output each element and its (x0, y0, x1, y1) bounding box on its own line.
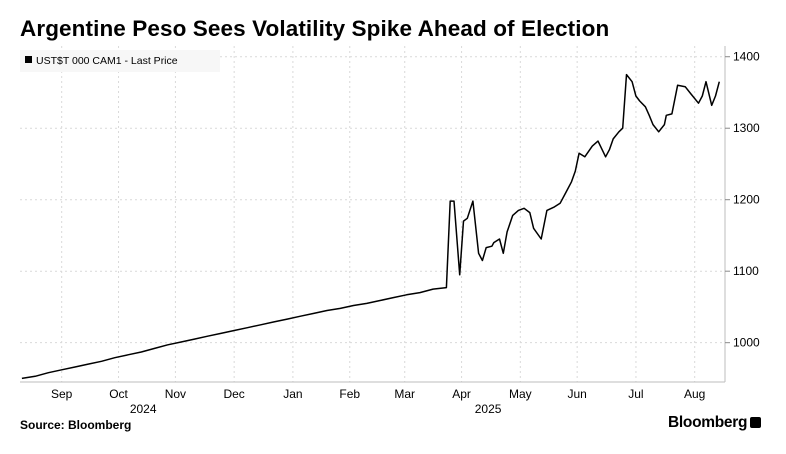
y-tick-label: 1400 (733, 50, 760, 64)
x-tick-label: Dec (223, 387, 244, 401)
y-axis-ticks: 1000 1100 1200 1300 1400 (725, 50, 760, 350)
x-tick-label: Mar (394, 387, 415, 401)
chart-title: Argentine Peso Sees Volatility Spike Ahe… (20, 16, 610, 41)
bloomberg-logo: Bloomberg (668, 414, 762, 432)
y-tick-label: 1300 (733, 121, 760, 135)
y-tick-label: 1200 (733, 193, 760, 207)
legend-label: UST$T 000 CAM1 - Last Price (36, 55, 178, 67)
source-note: Source: Bloomberg (20, 418, 132, 432)
legend-swatch (25, 56, 32, 63)
x-tick-label: Jan (283, 387, 302, 401)
gridlines (20, 46, 725, 382)
year-label: 2025 (475, 402, 502, 416)
x-tick-label: Feb (339, 387, 360, 401)
brand-name: Bloomberg (668, 414, 748, 431)
x-tick-label: Sep (51, 387, 73, 401)
x-tick-label: Oct (109, 387, 128, 401)
legend: UST$T 000 CAM1 - Last Price (20, 50, 220, 72)
x-tick-label: Apr (452, 387, 471, 401)
x-tick-label: Nov (165, 387, 186, 401)
x-tick-label: Jun (567, 387, 586, 401)
year-label: 2024 (130, 402, 157, 416)
x-tick-label: Aug (684, 387, 705, 401)
x-axis-year-labels: 2024 2025 (130, 402, 502, 416)
x-tick-label: Jul (628, 387, 643, 401)
y-tick-label: 1100 (733, 264, 759, 278)
x-axis-ticks: Sep Oct Nov Dec Jan Feb Mar Apr May Jun Jul Aug (51, 387, 705, 401)
x-tick-label: May (509, 387, 532, 401)
y-tick-label: 1000 (733, 336, 760, 350)
series-line (21, 73, 721, 380)
bloomberg-badge-icon (750, 417, 762, 428)
